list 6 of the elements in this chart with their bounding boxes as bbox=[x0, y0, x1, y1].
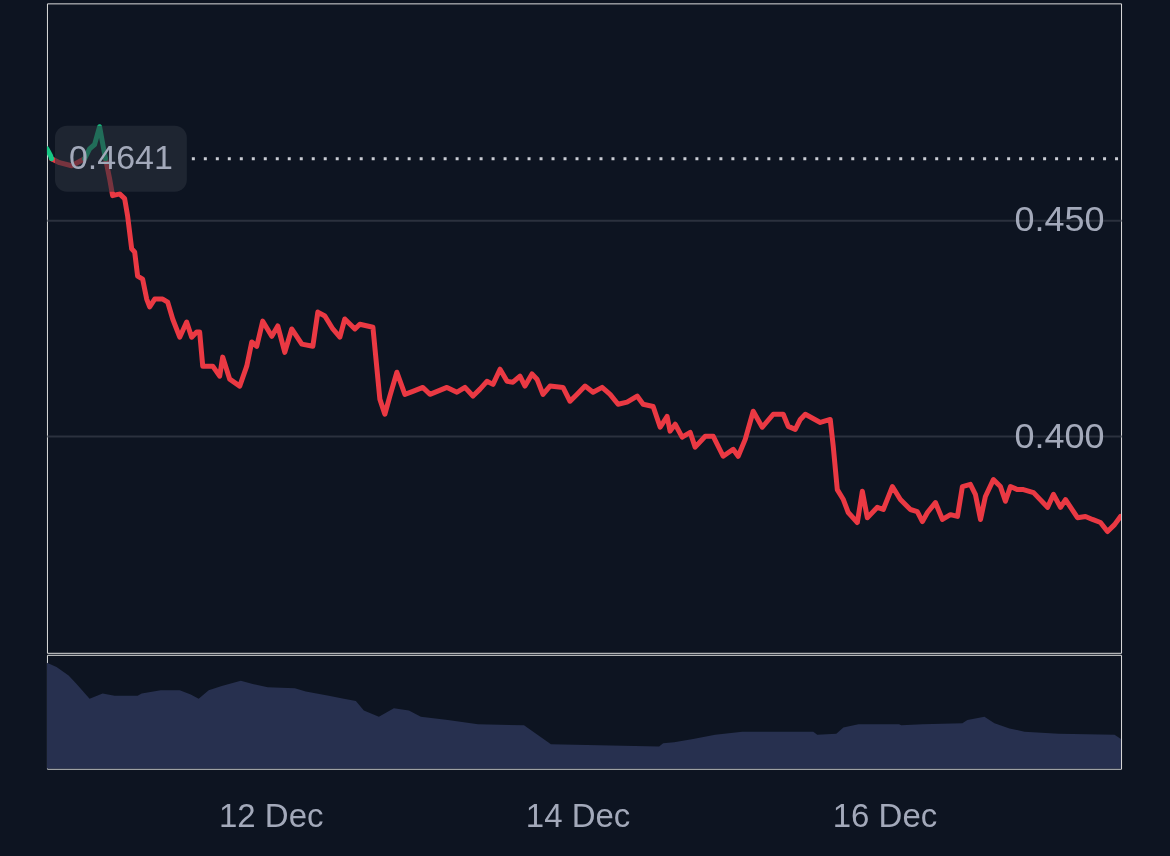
y-tick-label: 0.450 bbox=[1014, 198, 1105, 240]
y-tick-label: 0.400 bbox=[1014, 414, 1105, 456]
ref-line-label: 0.4641 bbox=[68, 137, 173, 176]
x-tick-label: 16 Dec bbox=[832, 797, 938, 835]
x-tick-label: 12 Dec bbox=[218, 797, 324, 835]
x-tick-label: 14 Dec bbox=[525, 797, 631, 835]
